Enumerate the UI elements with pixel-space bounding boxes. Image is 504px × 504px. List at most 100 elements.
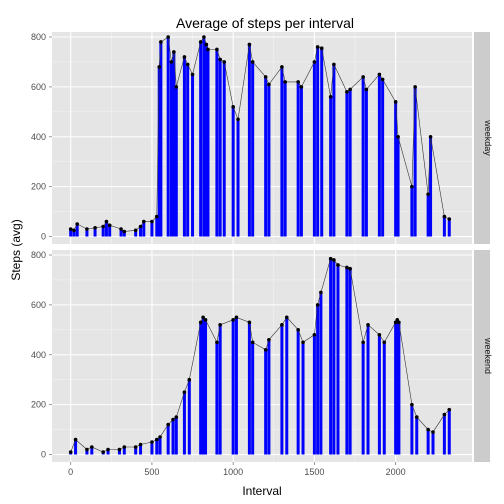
data-bar <box>106 449 110 455</box>
data-point <box>366 323 370 327</box>
data-bar <box>169 61 173 237</box>
data-point <box>222 60 227 64</box>
data-bar <box>108 225 112 237</box>
data-point <box>101 224 105 229</box>
data-bar <box>69 229 73 237</box>
data-bar <box>415 417 419 455</box>
data-bar <box>75 224 79 237</box>
y-tick-label: 800 <box>31 32 46 42</box>
data-point <box>198 40 203 44</box>
data-point <box>345 90 349 94</box>
x-tick-label: 2000 <box>386 467 406 477</box>
data-bar <box>231 319 235 455</box>
panel-weekday: 0 200 400 600 800 weekday <box>31 32 493 244</box>
data-point <box>174 85 179 89</box>
data-point <box>231 105 235 109</box>
data-bar <box>431 432 435 455</box>
data-point <box>182 390 187 394</box>
data-bar <box>319 292 323 455</box>
data-bar <box>382 342 386 455</box>
data-bar <box>267 339 271 455</box>
data-bar <box>236 119 240 237</box>
data-point <box>106 447 110 452</box>
data-bar <box>251 61 255 237</box>
data-point <box>201 315 205 320</box>
data-point <box>158 435 162 439</box>
data-bar <box>234 317 238 455</box>
y-tick-label: 200 <box>31 182 46 192</box>
data-bar <box>332 64 336 237</box>
data-point <box>154 437 159 442</box>
data-point <box>345 265 349 270</box>
data-point <box>247 42 252 47</box>
data-point <box>172 50 176 54</box>
data-point <box>138 442 143 447</box>
data-bar <box>166 36 170 237</box>
data-point <box>154 214 159 219</box>
data-point <box>215 47 219 52</box>
data-bar <box>280 66 284 237</box>
data-bar <box>182 56 186 237</box>
data-bar <box>264 349 268 455</box>
x-tick-label: 0 <box>68 467 73 477</box>
data-point <box>263 347 268 352</box>
data-point <box>296 80 300 84</box>
data-point <box>75 222 79 226</box>
data-bar <box>447 409 451 455</box>
data-point <box>190 72 195 77</box>
data-point <box>250 60 255 64</box>
data-bar <box>247 322 251 455</box>
data-bar <box>187 379 191 455</box>
data-point <box>393 100 398 104</box>
data-bar <box>139 226 143 237</box>
data-point <box>396 134 400 139</box>
x-tick-label: 1500 <box>304 467 324 477</box>
data-bar <box>345 267 349 455</box>
data-bar <box>447 219 451 237</box>
data-point <box>283 80 287 84</box>
data-bar <box>267 84 271 237</box>
data-bar <box>117 449 121 455</box>
x-axis-title: Interval <box>242 484 281 498</box>
data-bar <box>199 322 203 455</box>
data-point <box>72 228 76 233</box>
data-point <box>377 72 382 77</box>
data-bar <box>104 221 108 237</box>
y-tick-label: 0 <box>41 232 46 242</box>
data-point <box>312 333 317 337</box>
data-point <box>328 95 333 99</box>
data-bar <box>218 59 222 237</box>
data-point <box>319 290 323 295</box>
data-bar <box>142 221 146 237</box>
data-bar <box>101 226 105 237</box>
data-point <box>119 227 123 231</box>
data-bar <box>155 439 159 455</box>
data-point <box>332 258 336 262</box>
data-point <box>414 415 419 419</box>
data-bar <box>166 424 170 455</box>
data-bar <box>394 101 398 237</box>
data-bar <box>150 442 154 455</box>
data-bar <box>199 41 203 237</box>
data-bar <box>206 49 210 237</box>
data-point <box>203 318 208 322</box>
data-bar <box>299 86 303 237</box>
data-bar <box>280 324 284 455</box>
data-point <box>68 450 73 454</box>
plot-area: 0 200 400 600 800 weekday 0 200 400 600 800 weekend… <box>31 32 493 477</box>
data-bar <box>312 334 316 455</box>
y-tick-label: 200 <box>31 400 46 410</box>
data-bar <box>377 74 381 237</box>
data-bar <box>172 51 176 237</box>
data-point <box>218 57 222 62</box>
data-point <box>231 318 235 322</box>
data-point <box>122 445 127 449</box>
data-bar <box>119 229 123 237</box>
data-bar <box>264 76 268 237</box>
data-point <box>171 417 175 422</box>
data-point <box>348 87 352 92</box>
panel-strip <box>474 32 490 244</box>
panel-background <box>52 32 472 244</box>
data-bar <box>204 44 208 237</box>
